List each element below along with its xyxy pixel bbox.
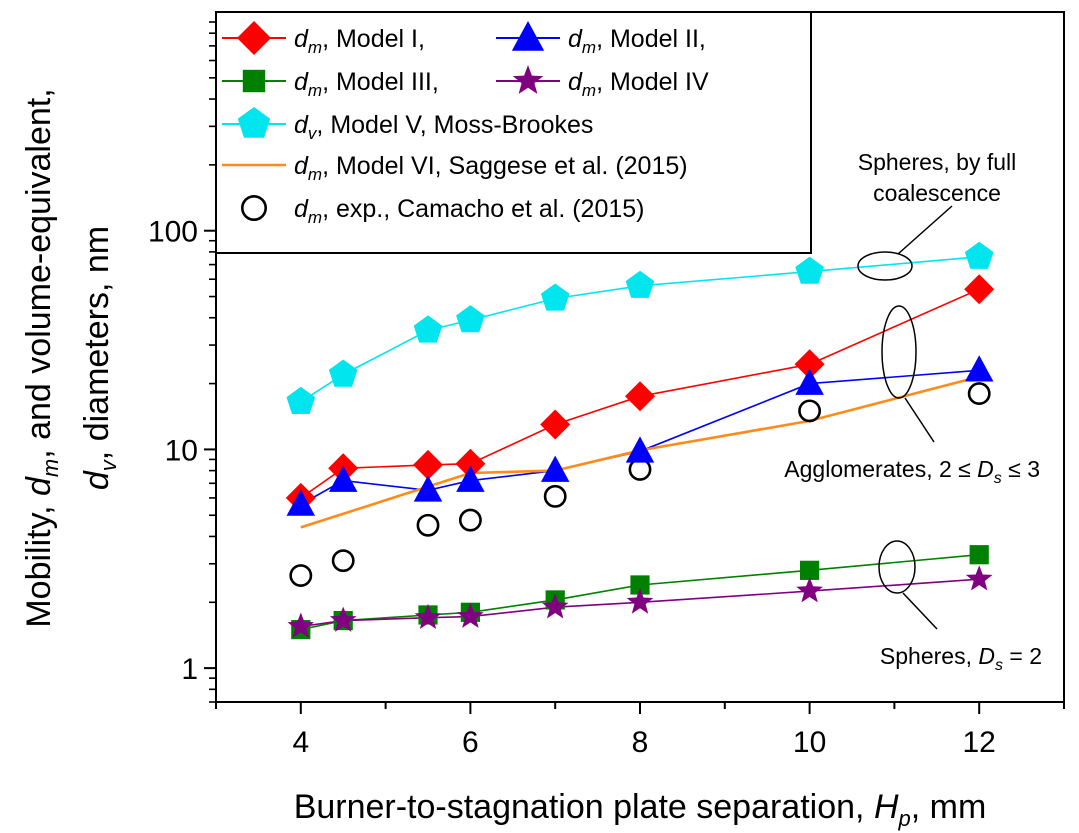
- legend-label-5: dm, Model VI, Saggese et al. (2015): [294, 152, 688, 184]
- data-point-4-3: [456, 305, 485, 333]
- legend: dm, Model I, dm, Model II, dm, Model III, d…: [215, 11, 812, 254]
- y-axis-title-line1: Mobility, dm, and volume-equivalent,: [20, 88, 63, 627]
- legend-entry-6: dm, exp., Camacho et al. (2015): [241, 195, 644, 227]
- legend-swatch-marker: [242, 69, 266, 93]
- data-point-3-3: [457, 602, 484, 628]
- data-point-3-1: [329, 606, 357, 632]
- x-tick-label-1: 6: [462, 726, 479, 759]
- y-tick-label-1: 10: [165, 434, 198, 467]
- data-point-0-2: [413, 449, 443, 480]
- data-point-6-1: [331, 549, 355, 573]
- data-point-6-6: [798, 399, 822, 423]
- legend-swatch-marker: [237, 107, 271, 138]
- annotations: Spheres, by full coalescence Agglomerates,…: [784, 149, 1042, 674]
- legend-swatch-marker: [512, 65, 544, 94]
- legend-label-1: dm, Model II,: [568, 25, 706, 57]
- data-point-1-7: [964, 355, 994, 382]
- data-point-0-5: [625, 381, 655, 412]
- annotation-agglomerates: Agglomerates, 2 ≤ Ds ≤ 3: [784, 456, 1040, 487]
- data-point-0-3: [455, 448, 486, 479]
- data-point-6-7: [967, 382, 991, 406]
- y-tick-label-0: 1: [181, 653, 198, 686]
- data-point-6-0: [289, 564, 313, 587]
- data-point-4-7: [964, 241, 994, 269]
- data-point-3-0: [287, 612, 315, 638]
- data-point-4-1: [328, 359, 358, 387]
- series-line-3: [300, 578, 980, 628]
- legend-swatch-marker: [237, 21, 271, 55]
- data-point-2-6: [800, 560, 820, 580]
- x-tick-label-0: 4: [292, 726, 309, 759]
- legend-box: [215, 11, 812, 254]
- data-point-1-2: [413, 475, 443, 502]
- legend-label-6: dm, exp., Camacho et al. (2015): [294, 195, 644, 227]
- data-point-1-1: [328, 465, 358, 492]
- x-tick-label-4: 12: [963, 726, 996, 759]
- y-axis-title-line2: dv, diameters, nm: [78, 226, 121, 490]
- data-point-1-0: [286, 489, 316, 516]
- annotation-ellipse-spheres: [878, 540, 916, 594]
- data-point-4-0: [286, 386, 316, 414]
- data-point-4-2: [413, 315, 443, 343]
- legend-swatch-marker: [511, 21, 545, 51]
- legend-swatch-marker: [241, 195, 268, 222]
- data-point-6-3: [458, 508, 482, 532]
- series-markers: [285, 241, 995, 640]
- annotation-coalescence-line2: coalescence: [873, 180, 1001, 206]
- series-line-4: [300, 256, 980, 403]
- data-point-1-3: [456, 465, 485, 492]
- data-point-6-2: [416, 513, 440, 537]
- legend-label-0: dm, Model I,: [294, 25, 425, 57]
- x-axis-title: Burner-to-stagnation plate separation, H…: [294, 788, 987, 831]
- legend-label-3: dm, Model IV: [568, 68, 709, 100]
- legend-entry-4: dv, Model V, Moss-Brookes: [222, 107, 593, 143]
- data-point-1-5: [625, 436, 655, 463]
- legend-label-2: dm, Model III,: [294, 68, 439, 100]
- data-point-2-5: [630, 575, 650, 595]
- axis-titles: Burner-to-stagnation plate separation, H…: [20, 88, 986, 831]
- data-point-3-2: [414, 603, 442, 629]
- annotation-spheres: Spheres, Ds = 2: [880, 643, 1042, 674]
- data-point-6-4: [543, 484, 567, 508]
- data-point-4-6: [795, 256, 824, 284]
- data-point-4-5: [625, 270, 655, 298]
- x-tick-label-2: 8: [632, 726, 649, 759]
- legend-entry-1: dm, Model II,: [496, 21, 706, 57]
- data-point-3-4: [541, 593, 569, 619]
- series-line-5: [300, 375, 980, 529]
- annotation-ellipse-coalescence: [857, 251, 913, 281]
- data-point-1-4: [540, 455, 570, 482]
- data-point-4-4: [540, 283, 570, 311]
- legend-entry-3: dm, Model IV: [496, 65, 709, 100]
- legend-entry-2: dm, Model III,: [222, 68, 439, 100]
- x-tick-label-3: 10: [793, 726, 826, 759]
- data-point-3-6: [796, 577, 823, 603]
- annotation-leader-agglomerates: [904, 397, 935, 443]
- legend-label-4: dv, Model V, Moss-Brookes: [294, 111, 593, 143]
- legend-entry-5: dm, Model VI, Saggese et al. (2015): [222, 152, 688, 184]
- annotation-leader-spheres: [902, 592, 938, 630]
- data-point-1-6: [795, 368, 824, 395]
- data-point-0-7: [964, 274, 995, 305]
- annotation-leader-coalescence: [897, 205, 953, 255]
- data-point-0-4: [540, 409, 571, 440]
- data-point-3-5: [626, 588, 654, 614]
- data-point-2-7: [969, 545, 989, 565]
- data-point-0-6: [794, 349, 825, 380]
- series-line-1: [300, 369, 980, 506]
- annotation-ellipse-agglomerates: [881, 305, 917, 399]
- annotation-coalescence: Spheres, by full: [858, 149, 1017, 175]
- legend-entry-0: dm, Model I,: [222, 21, 425, 57]
- data-point-3-7: [965, 565, 993, 591]
- y-tick-label-2: 100: [148, 216, 198, 249]
